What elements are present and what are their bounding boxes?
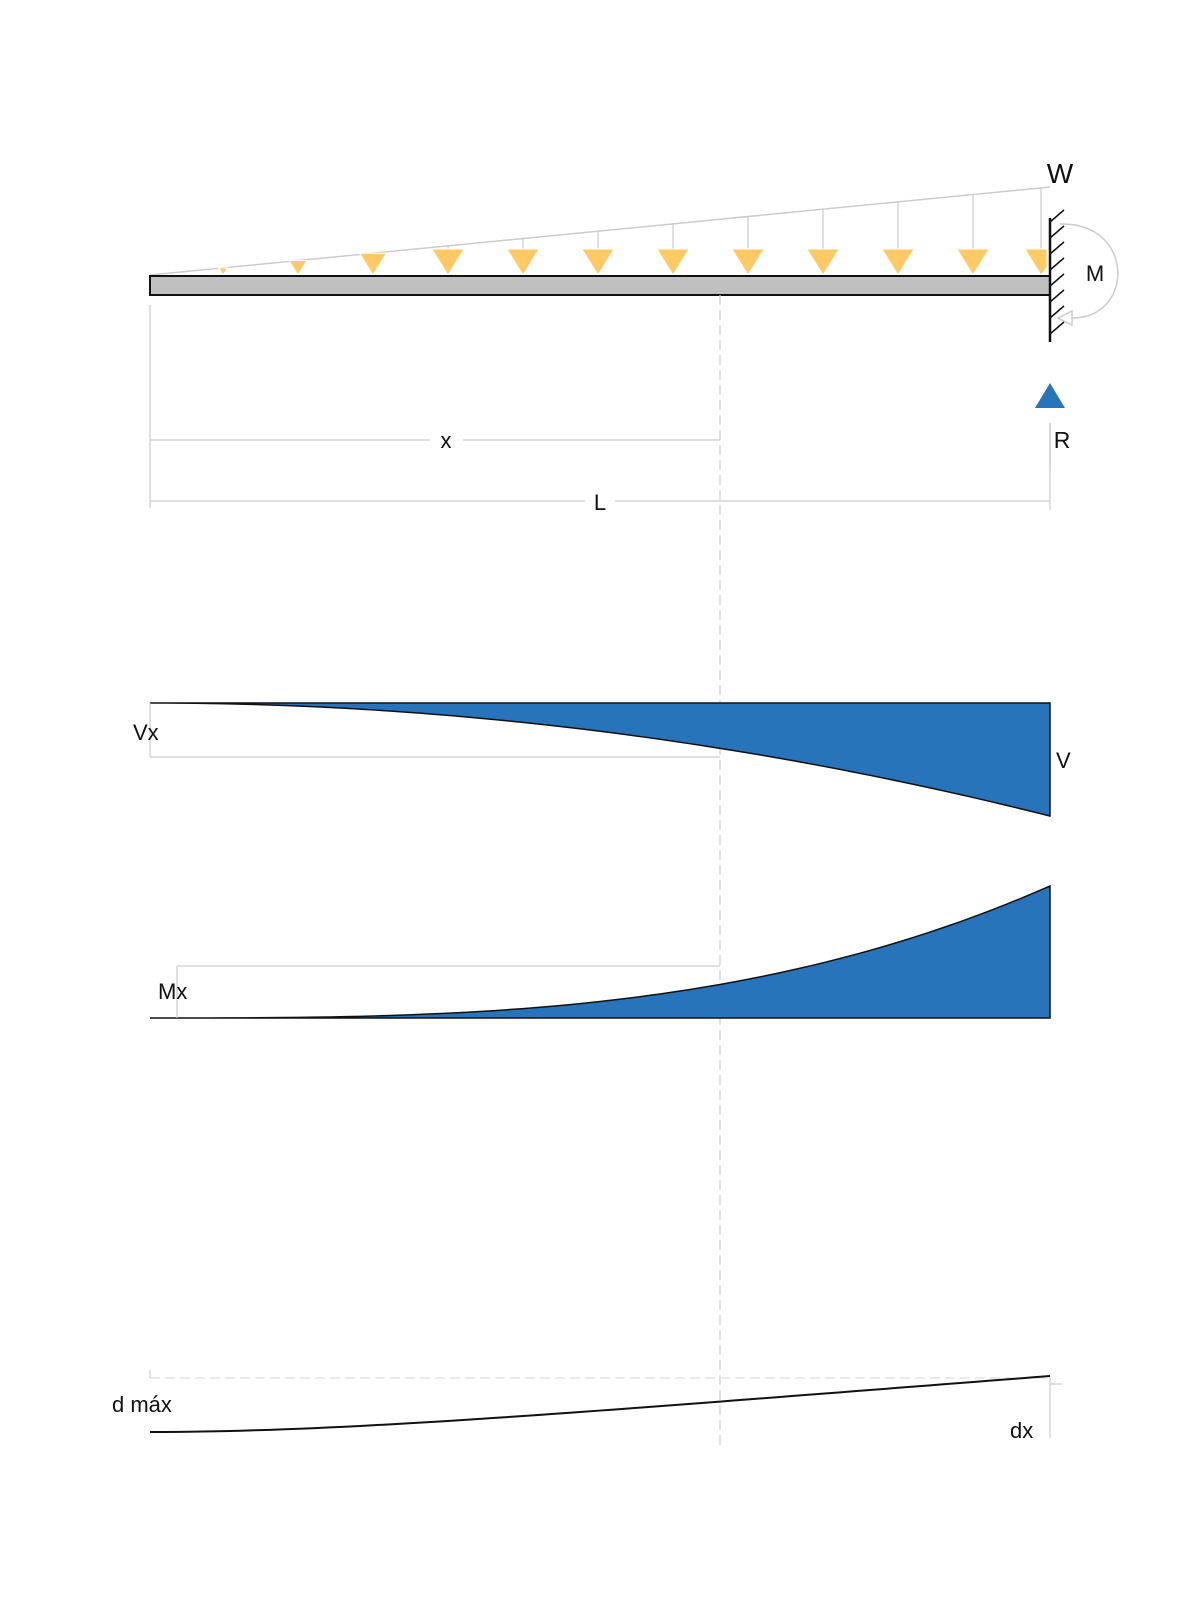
load-diagram: [149, 186, 1051, 276]
shear-area: [149, 702, 1051, 817]
load-arrowhead: [730, 248, 766, 276]
load-arrowhead: [655, 248, 691, 276]
load-arrowhead: [288, 260, 308, 276]
load-arrowhead: [505, 248, 541, 276]
support-hatch: [1049, 321, 1065, 335]
load-arrowhead: [217, 267, 229, 276]
support-hatch: [1049, 289, 1065, 303]
support-hatch: [1049, 305, 1065, 319]
reaction-label: R: [1054, 427, 1071, 453]
load-arrowhead: [805, 248, 841, 276]
load-arrowhead: [955, 248, 991, 276]
deflection-at-x-label: dx: [1010, 1418, 1033, 1443]
moment-area: [150, 884, 1051, 1019]
load-arrowhead: [430, 248, 466, 276]
support-hatch: [1049, 257, 1065, 271]
moment-label: M: [1086, 261, 1104, 286]
reaction-arrowhead: [1035, 383, 1065, 408]
fixed-support: [1048, 209, 1065, 342]
support-hatch: [1049, 225, 1065, 239]
moment-diagram: Mx: [150, 884, 1051, 1019]
moment-at-x-label: Mx: [158, 979, 187, 1004]
shear-diagram: Vx V: [133, 702, 1071, 817]
moment-arc: [1059, 223, 1119, 319]
shear-at-x-label: Vx: [133, 720, 159, 745]
length-label: L: [594, 490, 606, 515]
load-arrowhead: [1023, 248, 1048, 276]
beam: [149, 275, 1051, 296]
support-hatch: [1049, 241, 1065, 255]
deflection-curve: [149, 1375, 1051, 1433]
load-arrows: [217, 187, 1048, 276]
position-label: x: [441, 428, 452, 453]
load-arrowhead: [580, 248, 616, 276]
support-hatch: [1049, 273, 1065, 287]
deflection-diagram: d máx dx: [112, 1370, 1062, 1443]
load-label: W: [1047, 158, 1074, 189]
moment-arrow: [1056, 223, 1119, 327]
dimension-lines: [149, 305, 1051, 510]
reaction-arrow: [1035, 383, 1065, 470]
deflection-max-label: d máx: [112, 1392, 172, 1417]
support-hatch: [1049, 209, 1065, 223]
load-arrowhead: [358, 252, 388, 276]
moment-arrowhead: [1056, 309, 1073, 327]
load-arrowhead: [880, 248, 916, 276]
shear-max-label: V: [1056, 748, 1071, 773]
